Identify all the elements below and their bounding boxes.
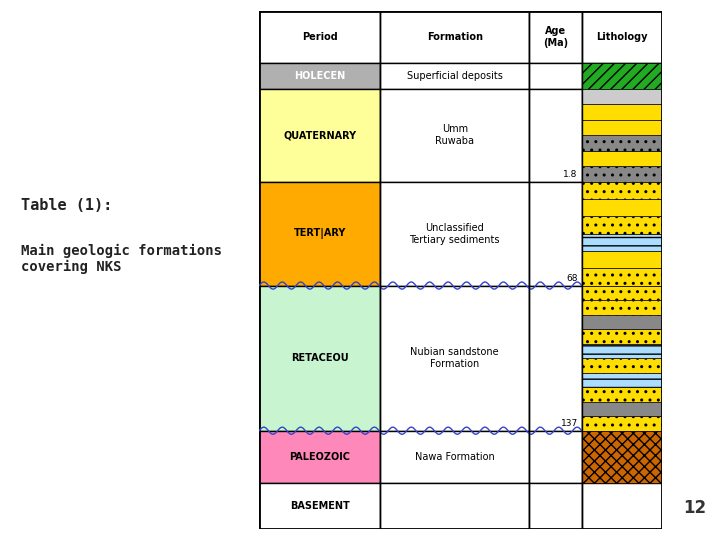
Bar	[380, 182, 529, 286]
Bar	[582, 89, 662, 182]
Bar	[380, 483, 529, 529]
Bar	[582, 343, 662, 358]
Bar	[259, 182, 380, 286]
Text: Main geologic formations
covering NKS: Main geologic formations covering NKS	[21, 244, 222, 274]
Bar	[529, 89, 582, 182]
Bar	[582, 199, 662, 217]
Text: Umm
Ruwaba: Umm Ruwaba	[436, 124, 474, 146]
Text: PALEOZOIC: PALEOZOIC	[289, 451, 350, 462]
Bar	[582, 135, 662, 151]
Text: BASEMENT: BASEMENT	[290, 501, 349, 511]
Text: Table (1):: Table (1):	[21, 198, 112, 213]
Text: QUATERNARY: QUATERNARY	[283, 130, 356, 140]
Bar	[259, 89, 380, 182]
Text: 137: 137	[560, 419, 577, 428]
Bar	[582, 104, 662, 120]
Bar	[582, 431, 662, 483]
Text: TERT|ARY: TERT|ARY	[294, 228, 346, 239]
Bar	[529, 431, 582, 483]
Text: HOLECEN: HOLECEN	[294, 71, 346, 80]
Bar	[582, 63, 662, 89]
Bar	[380, 63, 529, 89]
Bar	[582, 315, 662, 329]
Bar	[582, 63, 662, 89]
Bar	[582, 286, 662, 431]
Bar	[582, 217, 662, 234]
Text: Superficial deposits: Superficial deposits	[407, 71, 503, 80]
Text: Unclassified
Tertiary sediments: Unclassified Tertiary sediments	[410, 223, 500, 245]
Bar	[582, 11, 662, 63]
Bar	[380, 286, 529, 431]
Text: Nawa Formation: Nawa Formation	[415, 451, 495, 462]
Text: Lithology: Lithology	[596, 32, 648, 42]
Bar	[380, 89, 529, 182]
Text: Age
(Ma): Age (Ma)	[543, 26, 568, 48]
Bar	[259, 286, 380, 431]
Bar	[259, 63, 380, 89]
Bar	[582, 182, 662, 286]
Bar	[529, 286, 582, 431]
Bar	[582, 387, 662, 402]
Bar	[582, 373, 662, 387]
Bar	[529, 11, 582, 63]
Bar	[582, 416, 662, 431]
Text: Nubian sandstone
Formation: Nubian sandstone Formation	[410, 347, 499, 369]
Text: RETACEOU: RETACEOU	[291, 353, 348, 363]
Bar	[582, 151, 662, 166]
Bar	[582, 483, 662, 529]
Text: 12: 12	[683, 498, 706, 517]
Bar	[582, 286, 662, 300]
Bar	[582, 268, 662, 286]
Bar	[529, 483, 582, 529]
Bar	[582, 329, 662, 343]
Bar	[582, 89, 662, 104]
Bar	[582, 251, 662, 268]
Bar	[259, 483, 380, 529]
Bar	[582, 358, 662, 373]
Bar	[529, 182, 582, 286]
Bar	[259, 431, 380, 483]
Bar	[582, 166, 662, 182]
Bar	[380, 11, 529, 63]
Bar	[582, 402, 662, 416]
Bar	[529, 63, 582, 89]
Text: 68: 68	[566, 274, 577, 283]
Text: Formation: Formation	[427, 32, 482, 42]
Text: 1.8: 1.8	[563, 170, 577, 179]
Circle shape	[675, 302, 714, 540]
Bar	[582, 300, 662, 315]
Bar	[380, 431, 529, 483]
Bar	[259, 11, 380, 63]
Bar	[582, 182, 662, 199]
Bar	[582, 120, 662, 135]
Bar	[582, 234, 662, 251]
Bar	[582, 431, 662, 483]
Text: Period: Period	[302, 32, 338, 42]
